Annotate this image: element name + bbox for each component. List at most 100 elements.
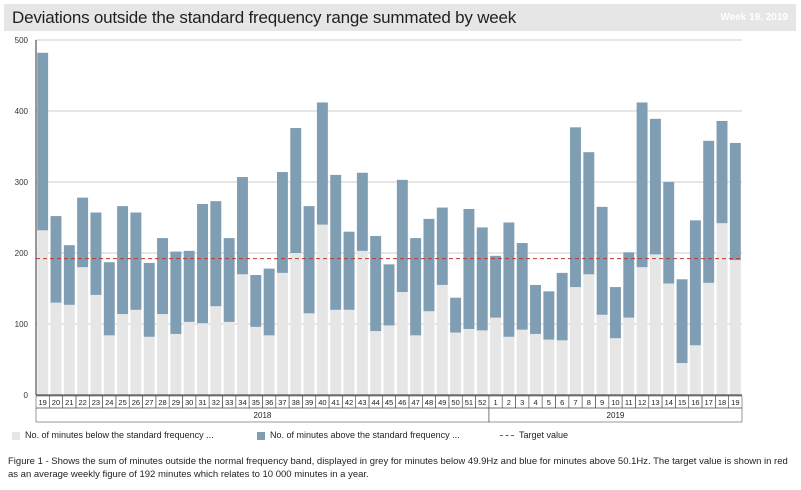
bar-above-3 (516, 243, 528, 330)
bar-below-33 (223, 321, 235, 395)
x-tick-label: 21 (65, 398, 73, 407)
legend-target: Target value (500, 430, 568, 440)
bar-below-52 (476, 330, 488, 395)
bar-above-12 (636, 102, 648, 268)
x-tick-label: 51 (465, 398, 473, 407)
x-tick-label: 40 (318, 398, 326, 407)
bar-above-15 (676, 279, 688, 364)
x-tick-label: 27 (145, 398, 153, 407)
bar-below-25 (117, 314, 129, 395)
bar-above-5 (543, 291, 555, 340)
bar-below-9 (596, 314, 608, 395)
bar-below-15 (676, 363, 688, 395)
bar-above-35 (250, 275, 262, 327)
figure-caption: Figure 1 - Shows the sum of minutes outs… (8, 456, 788, 480)
x-tick-label: 48 (425, 398, 433, 407)
year-group-label: 2019 (607, 411, 625, 420)
bar-below-40 (316, 224, 328, 395)
x-tick-label: 15 (678, 398, 686, 407)
bar-below-39 (303, 313, 315, 395)
bar-below-6 (556, 340, 568, 395)
x-tick-label: 24 (105, 398, 113, 407)
bar-below-44 (370, 331, 382, 395)
x-tick-label: 3 (520, 398, 524, 407)
y-tick-label: 0 (24, 391, 29, 400)
bar-below-46 (396, 292, 408, 395)
x-tick-label: 12 (638, 398, 646, 407)
x-tick-label: 19 (38, 398, 46, 407)
x-tick-label: 49 (438, 398, 446, 407)
x-tick-label: 41 (332, 398, 340, 407)
bar-above-26 (130, 212, 142, 310)
bar-above-33 (223, 238, 235, 322)
x-tick-label: 1 (493, 398, 497, 407)
bar-below-18 (716, 223, 728, 395)
bar-below-3 (516, 329, 528, 395)
bar-below-7 (570, 287, 581, 395)
title-bar: Deviations outside the standard frequenc… (4, 4, 796, 31)
bar-below-50 (450, 332, 462, 395)
x-tick-label: 2 (507, 398, 511, 407)
bar-below-42 (343, 309, 355, 395)
bar-below-27 (143, 336, 155, 395)
bar-below-13 (649, 254, 661, 395)
bar-above-18 (716, 120, 728, 224)
x-tick-label: 43 (358, 398, 366, 407)
legend-above: No. of minutes above the standard freque… (257, 430, 460, 440)
bar-above-24 (103, 262, 115, 336)
bar-above-16 (689, 220, 701, 346)
bar-below-4 (530, 333, 541, 395)
bar-above-14 (663, 182, 675, 284)
y-tick-label: 400 (15, 107, 29, 116)
x-tick-label: 5 (547, 398, 551, 407)
legend-target-swatch (500, 435, 514, 437)
bar-below-16 (689, 345, 701, 395)
bar-above-19 (37, 52, 49, 231)
bar-below-43 (356, 250, 368, 395)
bar-below-10 (609, 338, 621, 395)
bar-above-22 (77, 197, 89, 268)
x-tick-label: 23 (92, 398, 100, 407)
chart-title: Deviations outside the standard frequenc… (12, 8, 517, 27)
bar-above-43 (356, 172, 368, 251)
x-tick-label: 26 (132, 398, 140, 407)
x-tick-label: 46 (398, 398, 406, 407)
bar-below-31 (197, 323, 208, 395)
bar-above-27 (143, 262, 155, 337)
bar-above-4 (530, 284, 541, 334)
x-tick-label: 52 (478, 398, 486, 407)
bar-below-5 (543, 339, 555, 395)
x-tick-label: 8 (587, 398, 591, 407)
bar-below-49 (436, 284, 448, 395)
bar-below-35 (250, 326, 262, 395)
x-tick-label: 28 (158, 398, 166, 407)
bar-below-24 (103, 335, 115, 395)
x-tick-label: 11 (625, 398, 633, 407)
x-tick-label: 42 (345, 398, 353, 407)
x-tick-label: 33 (225, 398, 233, 407)
y-tick-label: 100 (15, 320, 29, 329)
x-tick-label: 14 (665, 398, 673, 407)
bar-above-41 (330, 174, 342, 310)
year-group-box (488, 407, 743, 423)
bar-above-29 (170, 251, 182, 334)
bar-above-20 (50, 216, 62, 303)
bar-above-28 (157, 238, 169, 315)
bar-above-8 (583, 152, 595, 275)
x-tick-label: 19 (731, 398, 739, 407)
bar-below-37 (276, 272, 288, 395)
bar-below-8 (583, 274, 595, 395)
y-tick-label: 300 (15, 178, 29, 187)
bar-above-36 (263, 268, 275, 336)
bar-above-38 (290, 128, 302, 253)
bar-above-10 (609, 287, 621, 339)
bar-above-21 (63, 245, 75, 305)
legend-above-swatch (257, 431, 265, 440)
y-tick-label: 200 (15, 249, 29, 258)
x-tick-label: 37 (278, 398, 286, 407)
bar-below-17 (703, 282, 715, 395)
bar-below-45 (383, 325, 395, 395)
x-tick-label: 30 (185, 398, 193, 407)
bar-below-51 (463, 328, 475, 395)
